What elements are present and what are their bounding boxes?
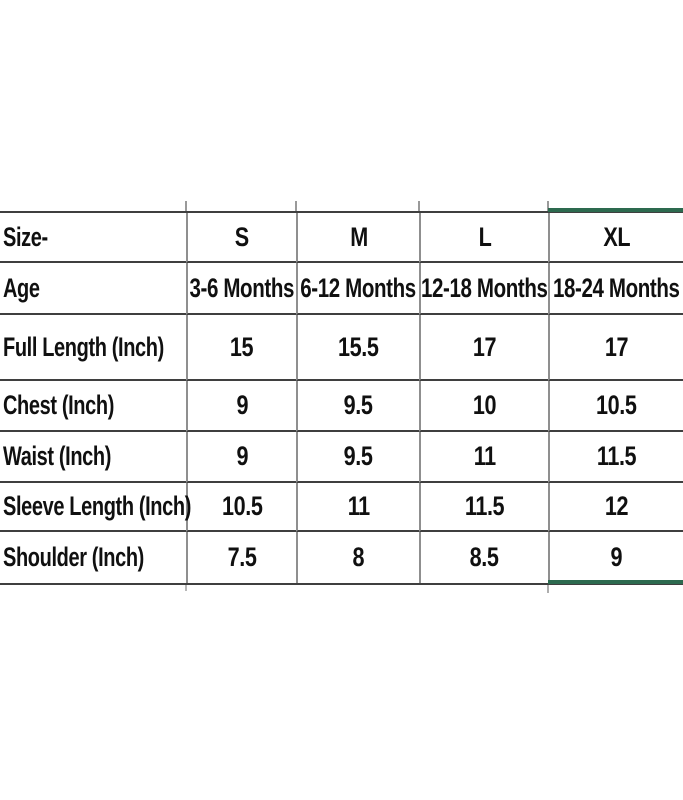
header-cell-xl: XL bbox=[548, 213, 683, 263]
header-cell-l: L bbox=[419, 213, 548, 263]
table-cell-value: 8 bbox=[352, 542, 365, 572]
selection-border-bottom bbox=[548, 580, 683, 584]
gridline-stub bbox=[185, 201, 187, 213]
gridline-stub bbox=[547, 585, 549, 593]
cell-waist-l: 11 bbox=[419, 432, 548, 483]
gridline-stub bbox=[547, 201, 549, 213]
header-label-l: L bbox=[478, 221, 491, 252]
row-label-chest: Chest (Inch) bbox=[0, 381, 186, 432]
table-cell-value: 10 bbox=[472, 390, 497, 420]
cell-age-l: 12-18 Months bbox=[419, 263, 548, 315]
header-label-xl: XL bbox=[603, 221, 630, 252]
age-label: Age bbox=[3, 272, 40, 303]
row-label-age: Age bbox=[0, 263, 186, 315]
table-cell-value: 10.5 bbox=[596, 390, 637, 420]
table-cell-value: 9 bbox=[610, 542, 623, 572]
table-cell-value: 15 bbox=[230, 331, 254, 362]
header-size-label-cell: Size- bbox=[0, 213, 186, 263]
table-cell-value: 11.5 bbox=[596, 441, 637, 471]
cell-chest-l: 10 bbox=[419, 381, 548, 432]
header-label-s: S bbox=[234, 221, 249, 252]
cell-full-length-m: 15.5 bbox=[296, 315, 419, 381]
table-cell-value: 9 bbox=[236, 390, 248, 420]
age-value: 3-6 Months bbox=[189, 272, 295, 303]
cell-age-m: 6-12 Months bbox=[296, 263, 419, 315]
table-cell-value: 8.5 bbox=[470, 542, 499, 572]
cell-chest-s: 9 bbox=[186, 381, 296, 432]
cell-age-xl: 18-24 Months bbox=[548, 263, 683, 315]
gridline-stub bbox=[418, 201, 420, 213]
cell-chest-m: 9.5 bbox=[296, 381, 419, 432]
cell-sleeve-s: 10.5 bbox=[186, 483, 296, 532]
cell-sleeve-l: 11.5 bbox=[419, 483, 548, 532]
row-label: Full Length (Inch) bbox=[3, 331, 164, 362]
age-value: 18-24 Months bbox=[553, 272, 680, 303]
row-label: Waist (Inch) bbox=[3, 441, 112, 471]
cell-sleeve-xl: 12 bbox=[548, 483, 683, 532]
table-cell-value: 11 bbox=[347, 491, 370, 521]
age-value: 12-18 Months bbox=[421, 272, 548, 303]
row-label: Chest (Inch) bbox=[3, 390, 115, 420]
table-cell-value: 12 bbox=[604, 491, 629, 521]
header-cell-s: S bbox=[186, 213, 296, 263]
table-cell-value: 9 bbox=[236, 441, 248, 471]
age-value: 6-12 Months bbox=[300, 272, 417, 303]
row-label: Sleeve Length (Inch) bbox=[3, 491, 191, 521]
row-label-shoulder: Shoulder (Inch) bbox=[0, 532, 186, 583]
cell-waist-xl: 11.5 bbox=[548, 432, 683, 483]
table-cell-value: 11 bbox=[473, 441, 496, 471]
cell-shoulder-s: 7.5 bbox=[186, 532, 296, 583]
row-label-waist: Waist (Inch) bbox=[0, 432, 186, 483]
header-label-m: M bbox=[349, 221, 368, 252]
gridline-stub bbox=[295, 201, 297, 213]
size-chart-table: Size- S M L XL Age 3-6 Months 6-12 Month… bbox=[0, 211, 683, 585]
row-label-sleeve-length: Sleeve Length (Inch) bbox=[0, 483, 191, 532]
table-cell-value: 11.5 bbox=[464, 491, 505, 521]
table-cell-value: 9.5 bbox=[344, 441, 373, 471]
gridline-stub bbox=[185, 585, 187, 591]
row-label: Shoulder (Inch) bbox=[3, 542, 144, 572]
table-cell-value: 17 bbox=[604, 331, 629, 362]
cell-shoulder-l: 8.5 bbox=[419, 532, 548, 583]
header-size-label: Size- bbox=[3, 221, 48, 252]
cell-chest-xl: 10.5 bbox=[548, 381, 683, 432]
table-cell-value: 7.5 bbox=[227, 542, 257, 572]
table-cell-value: 10.5 bbox=[221, 491, 263, 521]
cell-waist-s: 9 bbox=[186, 432, 296, 483]
table-cell-value: 9.5 bbox=[344, 390, 373, 420]
cell-full-length-xl: 17 bbox=[548, 315, 683, 381]
cell-shoulder-xl: 9 bbox=[548, 532, 683, 583]
cell-waist-m: 9.5 bbox=[296, 432, 419, 483]
header-cell-m: M bbox=[296, 213, 419, 263]
table-cell-value: 17 bbox=[472, 331, 497, 362]
cell-shoulder-m: 8 bbox=[296, 532, 419, 583]
selection-border-top bbox=[548, 208, 683, 212]
cell-full-length-l: 17 bbox=[419, 315, 548, 381]
cell-full-length-s: 15 bbox=[186, 315, 296, 381]
cell-sleeve-m: 11 bbox=[296, 483, 419, 532]
cell-age-s: 3-6 Months bbox=[186, 263, 296, 315]
table-cell-value: 15.5 bbox=[338, 331, 379, 362]
row-label-full-length: Full Length (Inch) bbox=[0, 315, 186, 381]
